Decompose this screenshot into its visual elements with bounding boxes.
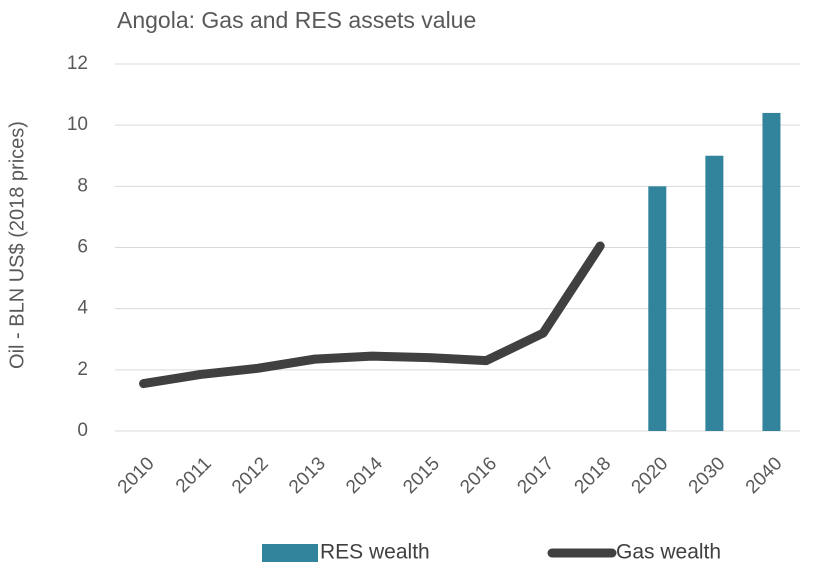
x-tick-label: 2017 (513, 453, 558, 498)
x-tick-label: 2010 (114, 453, 159, 498)
x-tick-label: 2018 (571, 453, 616, 498)
chart-title: Angola: Gas and RES assets value (117, 7, 476, 33)
bar (648, 186, 667, 431)
x-tick-label: 2014 (342, 453, 387, 498)
bar (762, 112, 781, 431)
y-tick-label: 10 (67, 114, 88, 135)
y-tick-label: 2 (77, 359, 88, 380)
line (139, 241, 605, 389)
x-tick-label: 2016 (456, 453, 501, 498)
x-tick-label: 2015 (399, 453, 444, 498)
y-tick-label: 6 (77, 237, 88, 258)
x-tick-label: 2013 (285, 453, 330, 498)
y-tick-label: 12 (67, 53, 88, 74)
x-tick-label: 2040 (742, 453, 787, 498)
bar (705, 155, 724, 431)
x-tick-label: 2011 (172, 453, 216, 497)
y-axis-title: Oil - BLN US$ (2018 prices) (6, 121, 28, 369)
x-tick-label: 2012 (228, 453, 273, 498)
x-tick-label: 2020 (628, 453, 673, 498)
legend-swatch (262, 544, 318, 562)
x-tick-label: 2030 (685, 453, 730, 498)
y-tick-label: 8 (77, 175, 88, 196)
legend-label: RES wealth (320, 541, 430, 564)
y-tick-label: 4 (77, 298, 88, 319)
legend-label: Gas wealth (616, 541, 721, 564)
y-tick-label: 0 (77, 420, 88, 441)
